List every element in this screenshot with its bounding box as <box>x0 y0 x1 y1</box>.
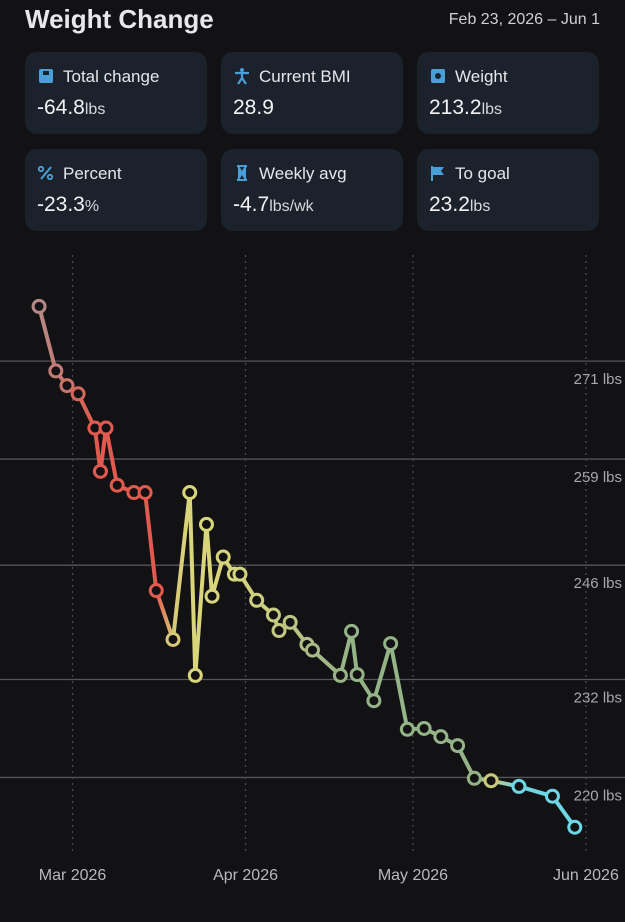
point <box>305 642 320 658</box>
y-tick-label: 271 lbs <box>574 371 622 388</box>
x-tick-label: May 2026 <box>378 867 448 884</box>
point <box>109 477 125 493</box>
point <box>182 485 198 501</box>
value: -64.8 <box>37 96 85 119</box>
point <box>137 485 153 501</box>
point <box>433 729 449 745</box>
value: 28.9 <box>233 96 274 119</box>
title: Weight Change <box>25 4 214 34</box>
point <box>511 778 527 794</box>
point <box>249 592 265 608</box>
point <box>31 298 47 314</box>
point <box>383 636 399 652</box>
date-range[interactable]: Feb 23, 2026 – Jun 1 <box>448 11 600 28</box>
point <box>198 516 214 532</box>
card-value: 23.2lbs <box>429 193 490 217</box>
point <box>483 773 499 789</box>
icon <box>235 68 249 85</box>
point <box>48 363 64 379</box>
card-label: Weekly avg <box>259 164 347 183</box>
point <box>332 667 348 683</box>
icon <box>37 165 54 181</box>
point <box>59 378 75 394</box>
x-tick-label: Jun 2026 <box>553 867 619 884</box>
card-label: To goal <box>455 164 510 183</box>
point <box>399 721 415 737</box>
point <box>215 549 231 565</box>
y-tick-label: 259 lbs <box>574 469 622 486</box>
card: Percent -23.3% <box>25 149 207 231</box>
unit: lbs <box>481 101 503 118</box>
card-label: Weight <box>455 67 508 86</box>
icon <box>431 69 445 83</box>
card-value: 28.9 <box>233 96 274 120</box>
card: Weekly avg -4.7lbs/wk <box>221 149 403 231</box>
y-tick-label: 220 lbs <box>574 787 622 804</box>
point <box>282 614 298 630</box>
point <box>344 623 360 639</box>
y-tick-label: 232 lbs <box>574 689 622 706</box>
point <box>187 667 203 683</box>
point <box>70 386 86 402</box>
card-label: Current BMI <box>259 67 351 86</box>
value: -23.3 <box>37 193 85 216</box>
icon <box>431 166 444 181</box>
weight-line <box>37 305 577 829</box>
card-label: Percent <box>63 164 122 183</box>
point <box>98 420 114 436</box>
value: -4.7 <box>233 193 270 216</box>
value: 213.2 <box>429 96 482 119</box>
point <box>204 588 220 604</box>
card-value: -64.8lbs <box>37 96 105 120</box>
y-tick-label: 246 lbs <box>574 575 622 592</box>
icon <box>39 69 53 83</box>
value: 23.2 <box>429 193 470 216</box>
point <box>544 788 560 804</box>
point <box>148 583 164 599</box>
point <box>92 463 108 479</box>
card-label: Total change <box>63 67 160 86</box>
unit: lbs/wk <box>269 198 314 215</box>
card-value: -23.3% <box>37 193 99 217</box>
point <box>165 631 181 647</box>
point <box>232 566 248 582</box>
card-value: -4.7lbs/wk <box>233 193 314 217</box>
unit: % <box>84 198 100 215</box>
card: Weight 213.2lbs <box>417 52 599 134</box>
unit: lbs <box>84 101 106 118</box>
point <box>271 623 287 639</box>
point <box>567 819 583 835</box>
point <box>265 607 281 623</box>
point <box>416 720 432 736</box>
icon <box>237 165 247 181</box>
card: Current BMI 28.9 <box>221 52 403 134</box>
unit: lbs <box>469 198 491 215</box>
card: To goal 23.2lbs <box>417 149 599 231</box>
point <box>450 738 466 754</box>
card-value: 213.2lbs <box>429 96 502 120</box>
card: Total change -64.8lbs <box>25 52 207 134</box>
point <box>466 770 482 786</box>
point <box>366 693 382 709</box>
point <box>349 667 365 683</box>
x-tick-label: Mar 2026 <box>39 867 107 884</box>
x-tick-label: Apr 2026 <box>213 867 278 884</box>
